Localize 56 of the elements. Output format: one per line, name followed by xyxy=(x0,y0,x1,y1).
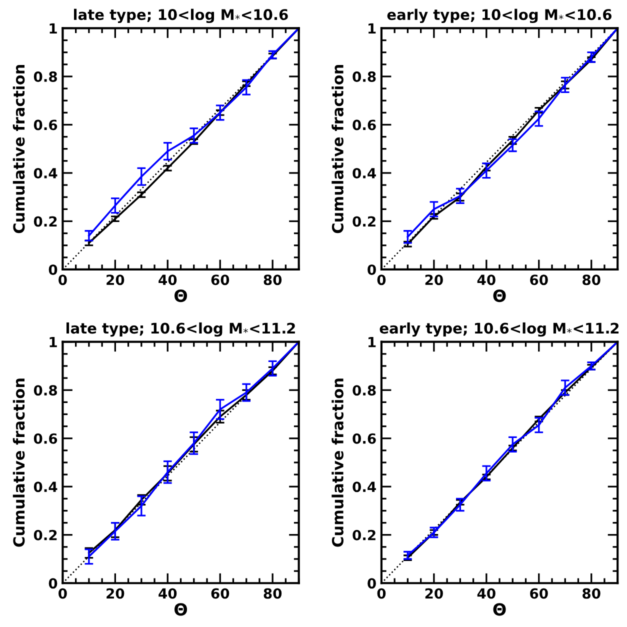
x-tick-label: 0 xyxy=(377,274,386,286)
y-axis-title: Cumulative fraction xyxy=(12,378,25,547)
x-tick-label: 80 xyxy=(582,274,600,286)
y-tick-label: 0.2 xyxy=(34,216,57,227)
x-tick-label: 60 xyxy=(211,588,230,599)
x-tick-label: 0 xyxy=(58,274,67,286)
y-tick-label: 0.2 xyxy=(352,530,376,540)
chart-title: late type; 10<log M$_{*}$<10.6 xyxy=(74,8,288,24)
y-tick-label: 0.8 xyxy=(352,385,376,396)
y-tick-label: 0 xyxy=(368,264,376,275)
x-axis-title: Θ xyxy=(493,603,506,616)
x-tick-label: 40 xyxy=(158,274,177,286)
x-axis-title: Θ xyxy=(493,289,506,302)
y-axis-title: Cumulative fraction xyxy=(332,65,344,234)
y-tick-label: 0.4 xyxy=(34,482,58,492)
chart-title: late type; 10.6<log M$_{*}$<11.2 xyxy=(66,322,295,337)
x-tick-label: 20 xyxy=(106,274,124,286)
x-tick-label: 40 xyxy=(477,588,496,599)
x-tick-label: 20 xyxy=(425,588,443,599)
y-tick-label: 0.8 xyxy=(352,71,376,82)
y-tick-label: 1 xyxy=(368,337,376,348)
y-tick-label: 0.6 xyxy=(352,433,376,444)
y-tick-label: 0.4 xyxy=(352,168,376,178)
y-tick-label: 0.8 xyxy=(34,385,57,396)
y-tick-label: 0 xyxy=(48,578,58,589)
x-axis-title: Θ xyxy=(174,289,188,302)
x-tick-label: 60 xyxy=(211,274,230,286)
x-axis-title: Θ xyxy=(174,603,188,616)
y-tick-label: 1 xyxy=(50,337,57,348)
y-tick-label: 0.6 xyxy=(34,120,58,130)
x-tick-label: 60 xyxy=(530,274,548,286)
y-axis-title: Cumulative fraction xyxy=(12,65,25,234)
x-tick-label: 0 xyxy=(377,588,386,599)
x-tick-label: 80 xyxy=(264,588,282,599)
y-tick-label: 0.2 xyxy=(34,530,57,540)
x-tick-label: 80 xyxy=(264,274,282,286)
x-tick-label: 20 xyxy=(106,588,124,599)
chart-title: early type; 10.6<log M$_{*}$<11.2 xyxy=(380,322,619,337)
x-tick-label: 40 xyxy=(158,588,177,599)
y-tick-label: 0 xyxy=(368,578,376,589)
x-tick-label: 80 xyxy=(582,588,600,599)
y-tick-label: 0.6 xyxy=(352,120,376,130)
y-tick-label: 0.4 xyxy=(34,168,58,178)
x-tick-label: 60 xyxy=(530,588,548,599)
x-tick-label: 0 xyxy=(58,588,67,599)
y-tick-label: 0.6 xyxy=(34,433,58,444)
y-tick-label: 0.2 xyxy=(352,216,376,227)
x-tick-label: 20 xyxy=(425,274,443,286)
y-tick-label: 0.8 xyxy=(34,71,57,82)
y-tick-label: 1 xyxy=(368,23,376,34)
y-axis-title: Cumulative fraction xyxy=(332,378,344,547)
y-tick-label: 0 xyxy=(48,264,58,275)
x-tick-label: 40 xyxy=(477,274,496,286)
y-tick-label: 0.4 xyxy=(352,482,376,492)
y-tick-label: 1 xyxy=(50,23,57,34)
chart-title: early type; 10<log M$_{*}$<10.6 xyxy=(387,8,612,24)
